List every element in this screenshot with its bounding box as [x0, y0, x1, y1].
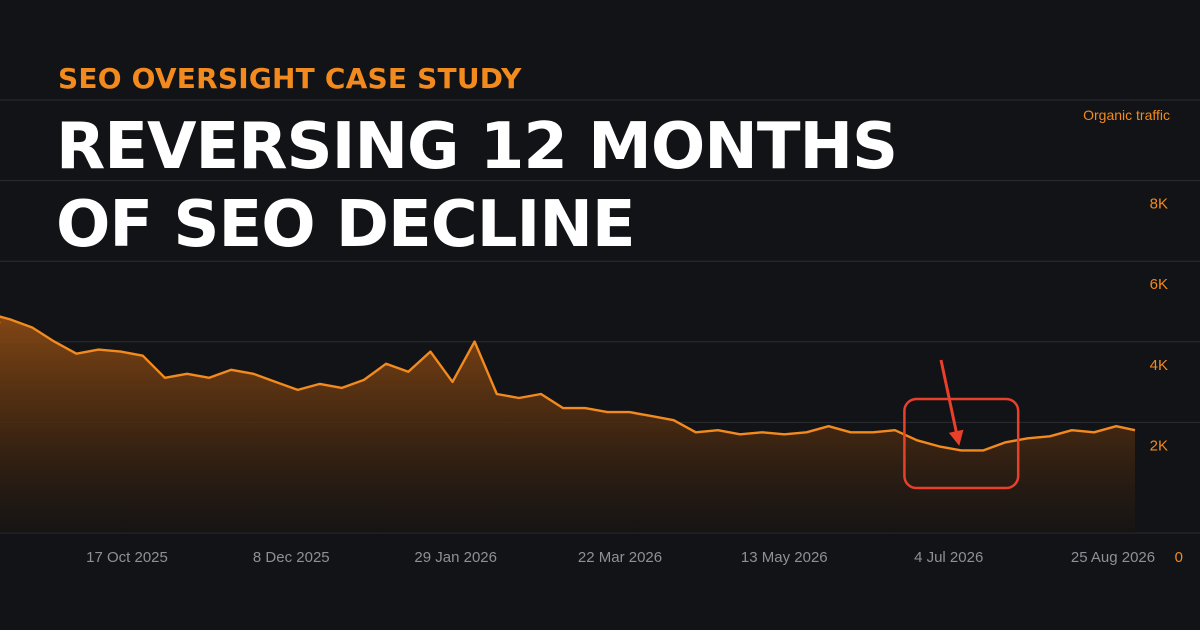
x-tick-label: 29 Jan 2026 — [414, 549, 497, 566]
eyebrow-label: SEO OVERSIGHT CASE STUDY — [58, 62, 522, 95]
highlight-arrow — [939, 359, 964, 446]
traffic-area — [0, 316, 1135, 533]
y-tick-label: 8K — [1150, 196, 1168, 213]
x-axis-ticks: 17 Oct 2025 8 Dec 2025 29 Jan 2026 22 Mar 2… — [86, 549, 1155, 566]
page-title: REVERSING 12 MONTHS OF SEO DECLINE — [56, 108, 898, 264]
x-tick-label: 4 Jul 2026 — [914, 549, 983, 566]
x-tick-label: 25 Aug 2026 — [1071, 549, 1155, 566]
data-points — [0, 319, 1136, 451]
x-tick-label: 8 Dec 2025 — [253, 549, 330, 566]
y-tick-label: 2K — [1150, 437, 1168, 454]
x-tick-label: 13 May 2026 — [741, 549, 828, 566]
x-tick-label: 17 Oct 2025 — [86, 549, 168, 566]
y-axis-label: Organic traffic — [1083, 107, 1170, 123]
traffic-line — [0, 315, 1136, 452]
y-axis-ticks: 0 2K 4K 6K 8K — [1150, 196, 1183, 566]
page-title-line-1: REVERSING 12 MONTHS — [56, 110, 898, 184]
y-tick-label: 6K — [1150, 276, 1168, 293]
page-title-line-2: OF SEO DECLINE — [56, 188, 636, 262]
highlight-box — [903, 397, 1020, 490]
y-tick-label: 0 — [1175, 549, 1183, 566]
y-tick-label: 4K — [1150, 357, 1168, 374]
x-tick-label: 22 Mar 2026 — [578, 549, 662, 566]
